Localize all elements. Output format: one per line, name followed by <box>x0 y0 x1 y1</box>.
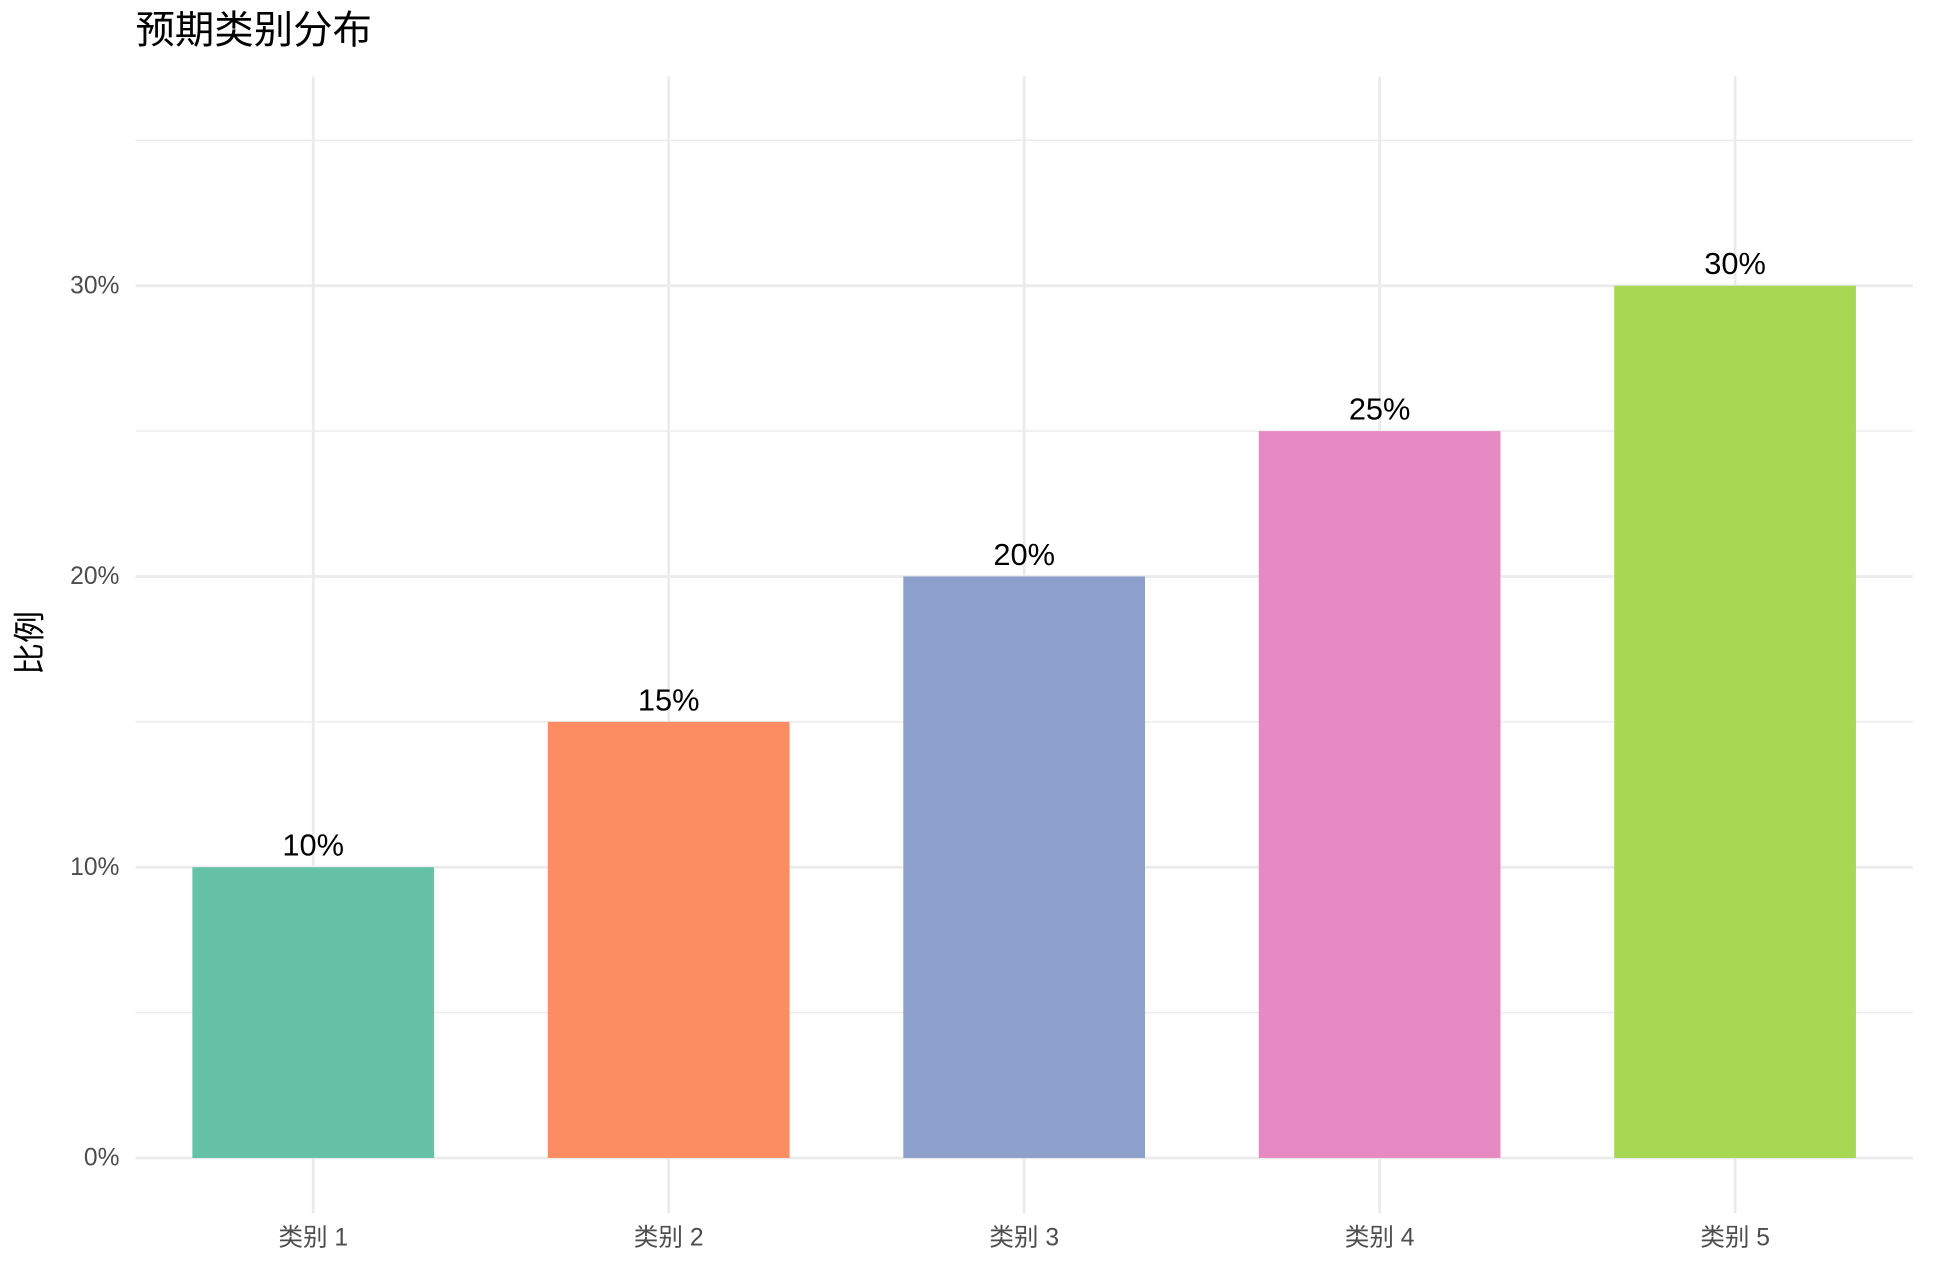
value-label: 30% <box>1704 246 1766 281</box>
bar <box>1258 431 1501 1158</box>
bar <box>547 721 790 1158</box>
y-tick-label: 30% <box>70 272 119 299</box>
x-tick-label: 类别 3 <box>989 1224 1059 1252</box>
y-axis-title: 比例 <box>11 611 47 675</box>
bar <box>192 867 435 1158</box>
y-tick-label: 20% <box>70 563 119 590</box>
value-label: 20% <box>993 537 1055 572</box>
bar <box>1614 285 1856 1158</box>
x-tick-label: 类别 1 <box>278 1224 348 1252</box>
x-tick-label: 类别 2 <box>634 1224 704 1252</box>
y-tick-label: 0% <box>84 1145 120 1172</box>
y-tick-label: 10% <box>70 854 119 881</box>
value-label: 15% <box>638 682 700 717</box>
plot: 预期类别分布 比例 0% 10% 20% 30% 10% 类别 1 15% 类别 2 20% 类别… <box>11 9 1913 1252</box>
value-label: 25% <box>1349 392 1411 427</box>
value-label: 10% <box>282 828 344 863</box>
x-tick-label: 类别 4 <box>1345 1224 1415 1252</box>
chart-title: 预期类别分布 <box>135 9 371 53</box>
bar <box>903 576 1146 1158</box>
x-tick-label: 类别 5 <box>1700 1224 1770 1252</box>
